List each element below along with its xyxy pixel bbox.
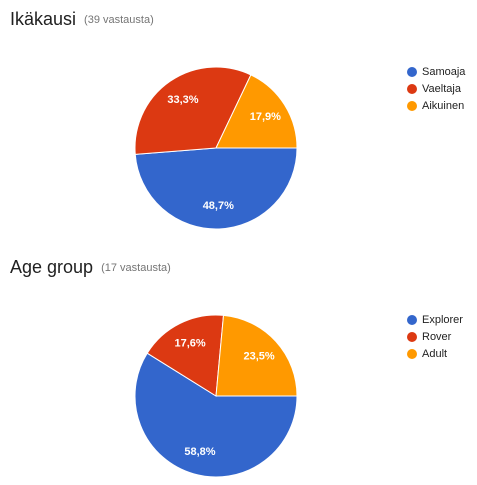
slice-label: 48,7% [203,200,234,212]
legend-label: Adult [422,348,447,360]
slice-label: 33,3% [167,94,198,106]
chart-subtitle: (17 vastausta) [101,262,171,274]
legend-marker [407,315,417,325]
legend-marker [407,332,417,342]
legend-marker [407,67,417,77]
slice-label: 58,8% [184,446,215,458]
pie-slice [134,352,298,478]
legend-marker [407,84,417,94]
chart-subtitle: (39 vastausta) [84,14,154,26]
chart-title: Age group [10,257,93,277]
pie-slice [215,314,298,397]
pie-slice [134,147,298,230]
slice-label: 23,5% [244,351,275,363]
chart-title: Ikäkausi [10,9,76,29]
pie-slice [134,66,252,155]
legend-marker [407,349,417,359]
pie-slice [146,314,225,397]
pie-slice [215,74,298,149]
slice-label: 17,9% [250,111,281,123]
slice-label: 17,6% [174,338,205,350]
legend-label: Vaeltaja [422,83,462,95]
legend-label: Aikuinen [422,100,464,112]
legend-label: Rover [422,331,452,343]
legend-marker [407,101,417,111]
legend-label: Explorer [422,314,463,326]
legend-label: Samoaja [422,66,466,78]
